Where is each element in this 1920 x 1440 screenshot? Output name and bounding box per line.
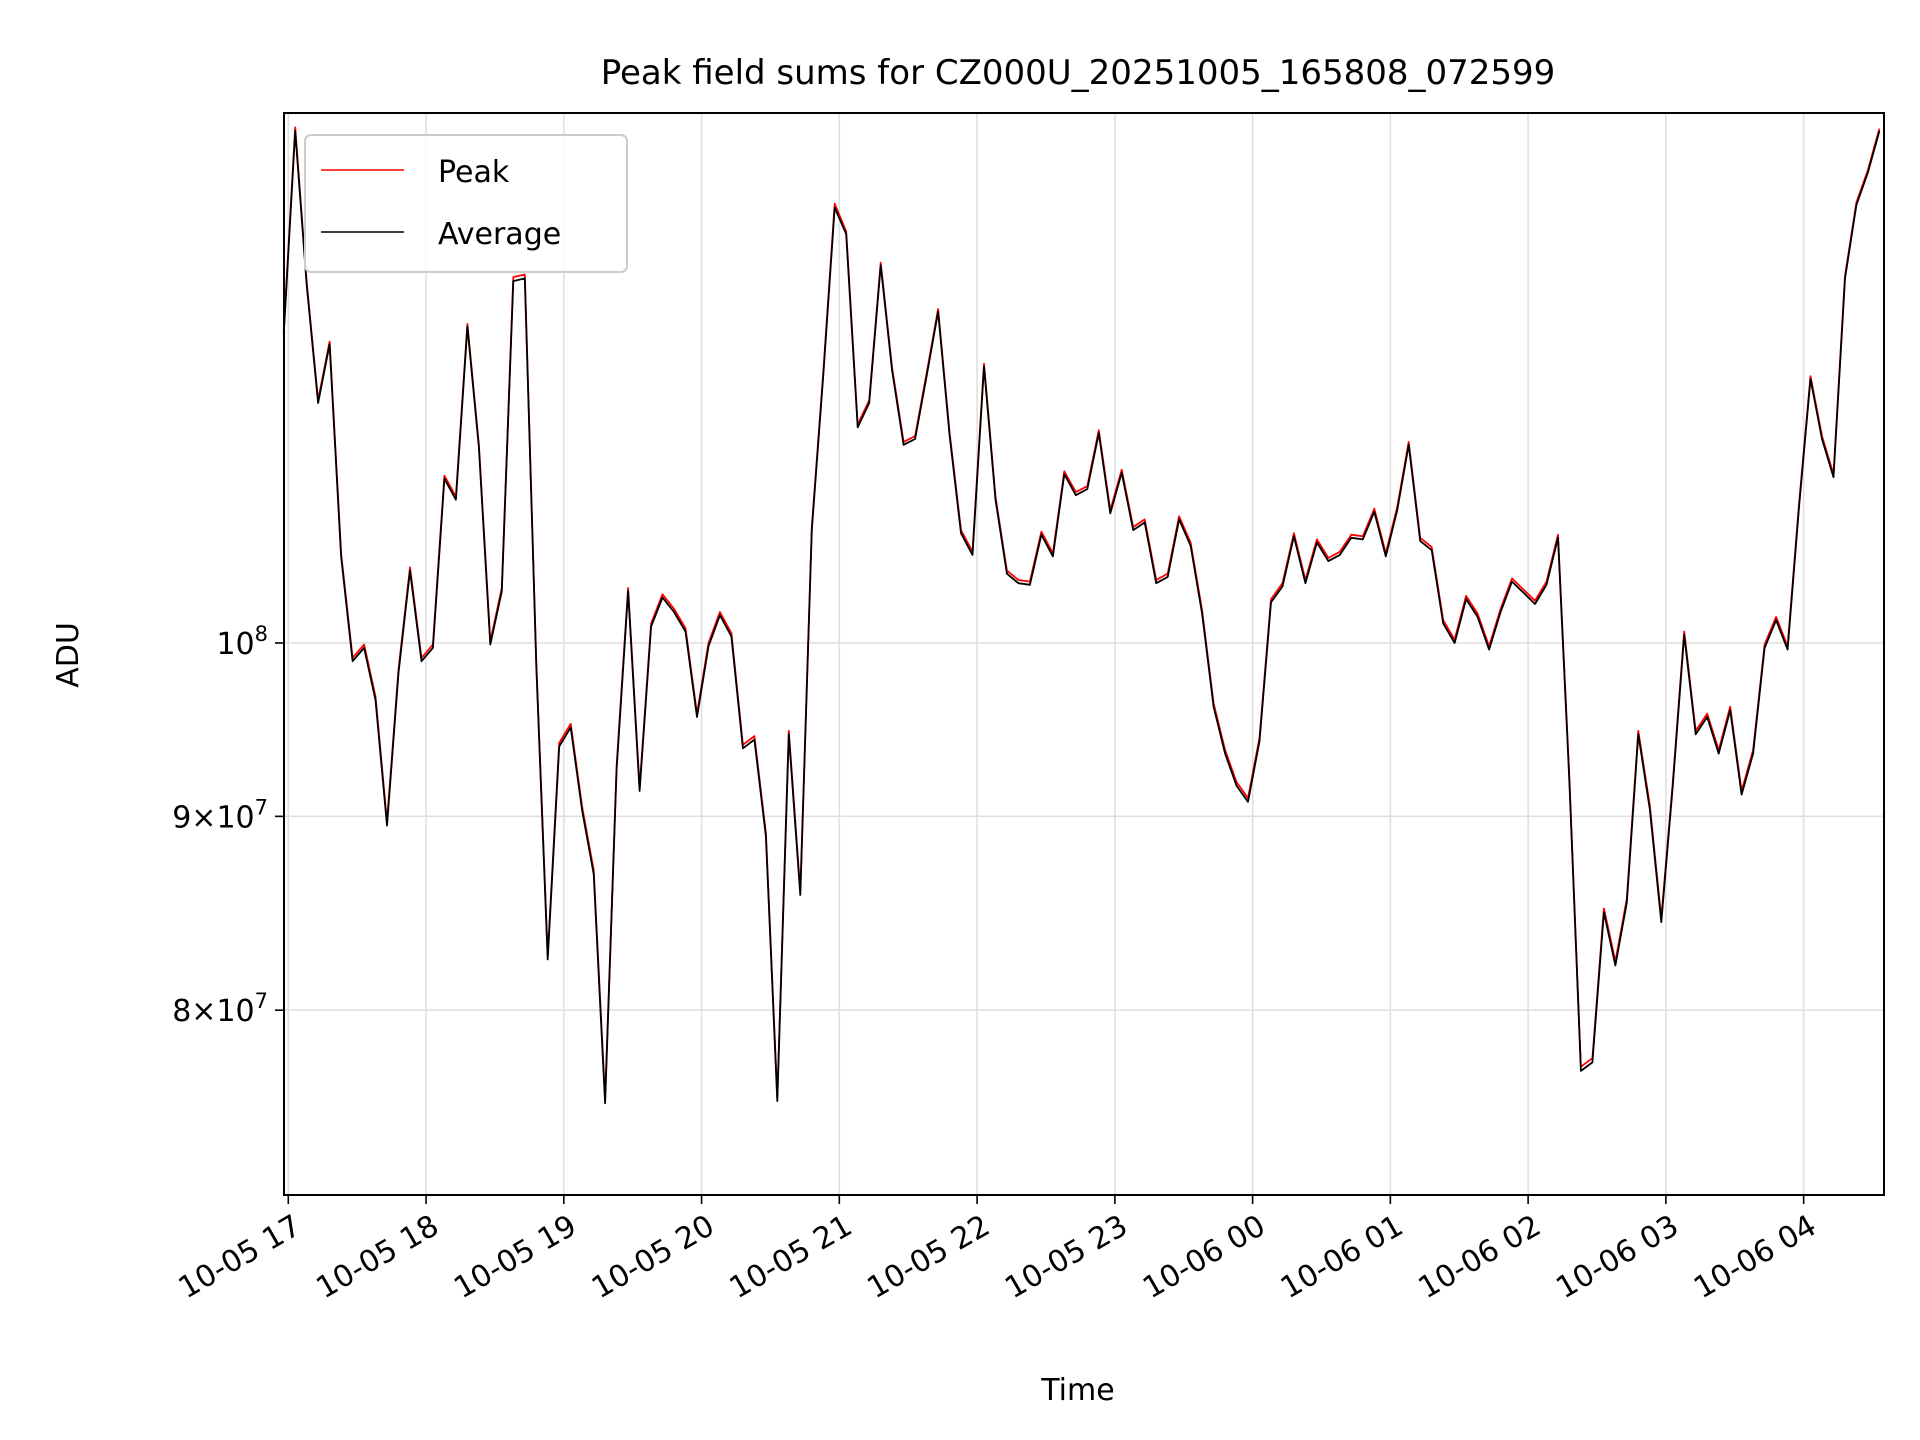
plot-area — [282, 126, 1881, 1105]
y-tick-label: 108 — [216, 622, 268, 662]
y-tick-label: 8×107 — [172, 989, 268, 1029]
y-tick-label: 9×107 — [172, 795, 268, 835]
legend-label-average: Average — [438, 217, 561, 252]
grid-lines — [284, 113, 1884, 1195]
series-line-average — [282, 130, 1881, 1105]
plot-frame — [283, 112, 1885, 1196]
legend-label-peak: Peak — [438, 155, 510, 190]
chart-title: Peak field sums for CZ000U_20251005_1658… — [601, 53, 1556, 93]
y-axis-label: ADU — [51, 622, 86, 688]
legend: Peak Average — [304, 134, 628, 273]
x-axis-label: Time — [1040, 1373, 1114, 1408]
